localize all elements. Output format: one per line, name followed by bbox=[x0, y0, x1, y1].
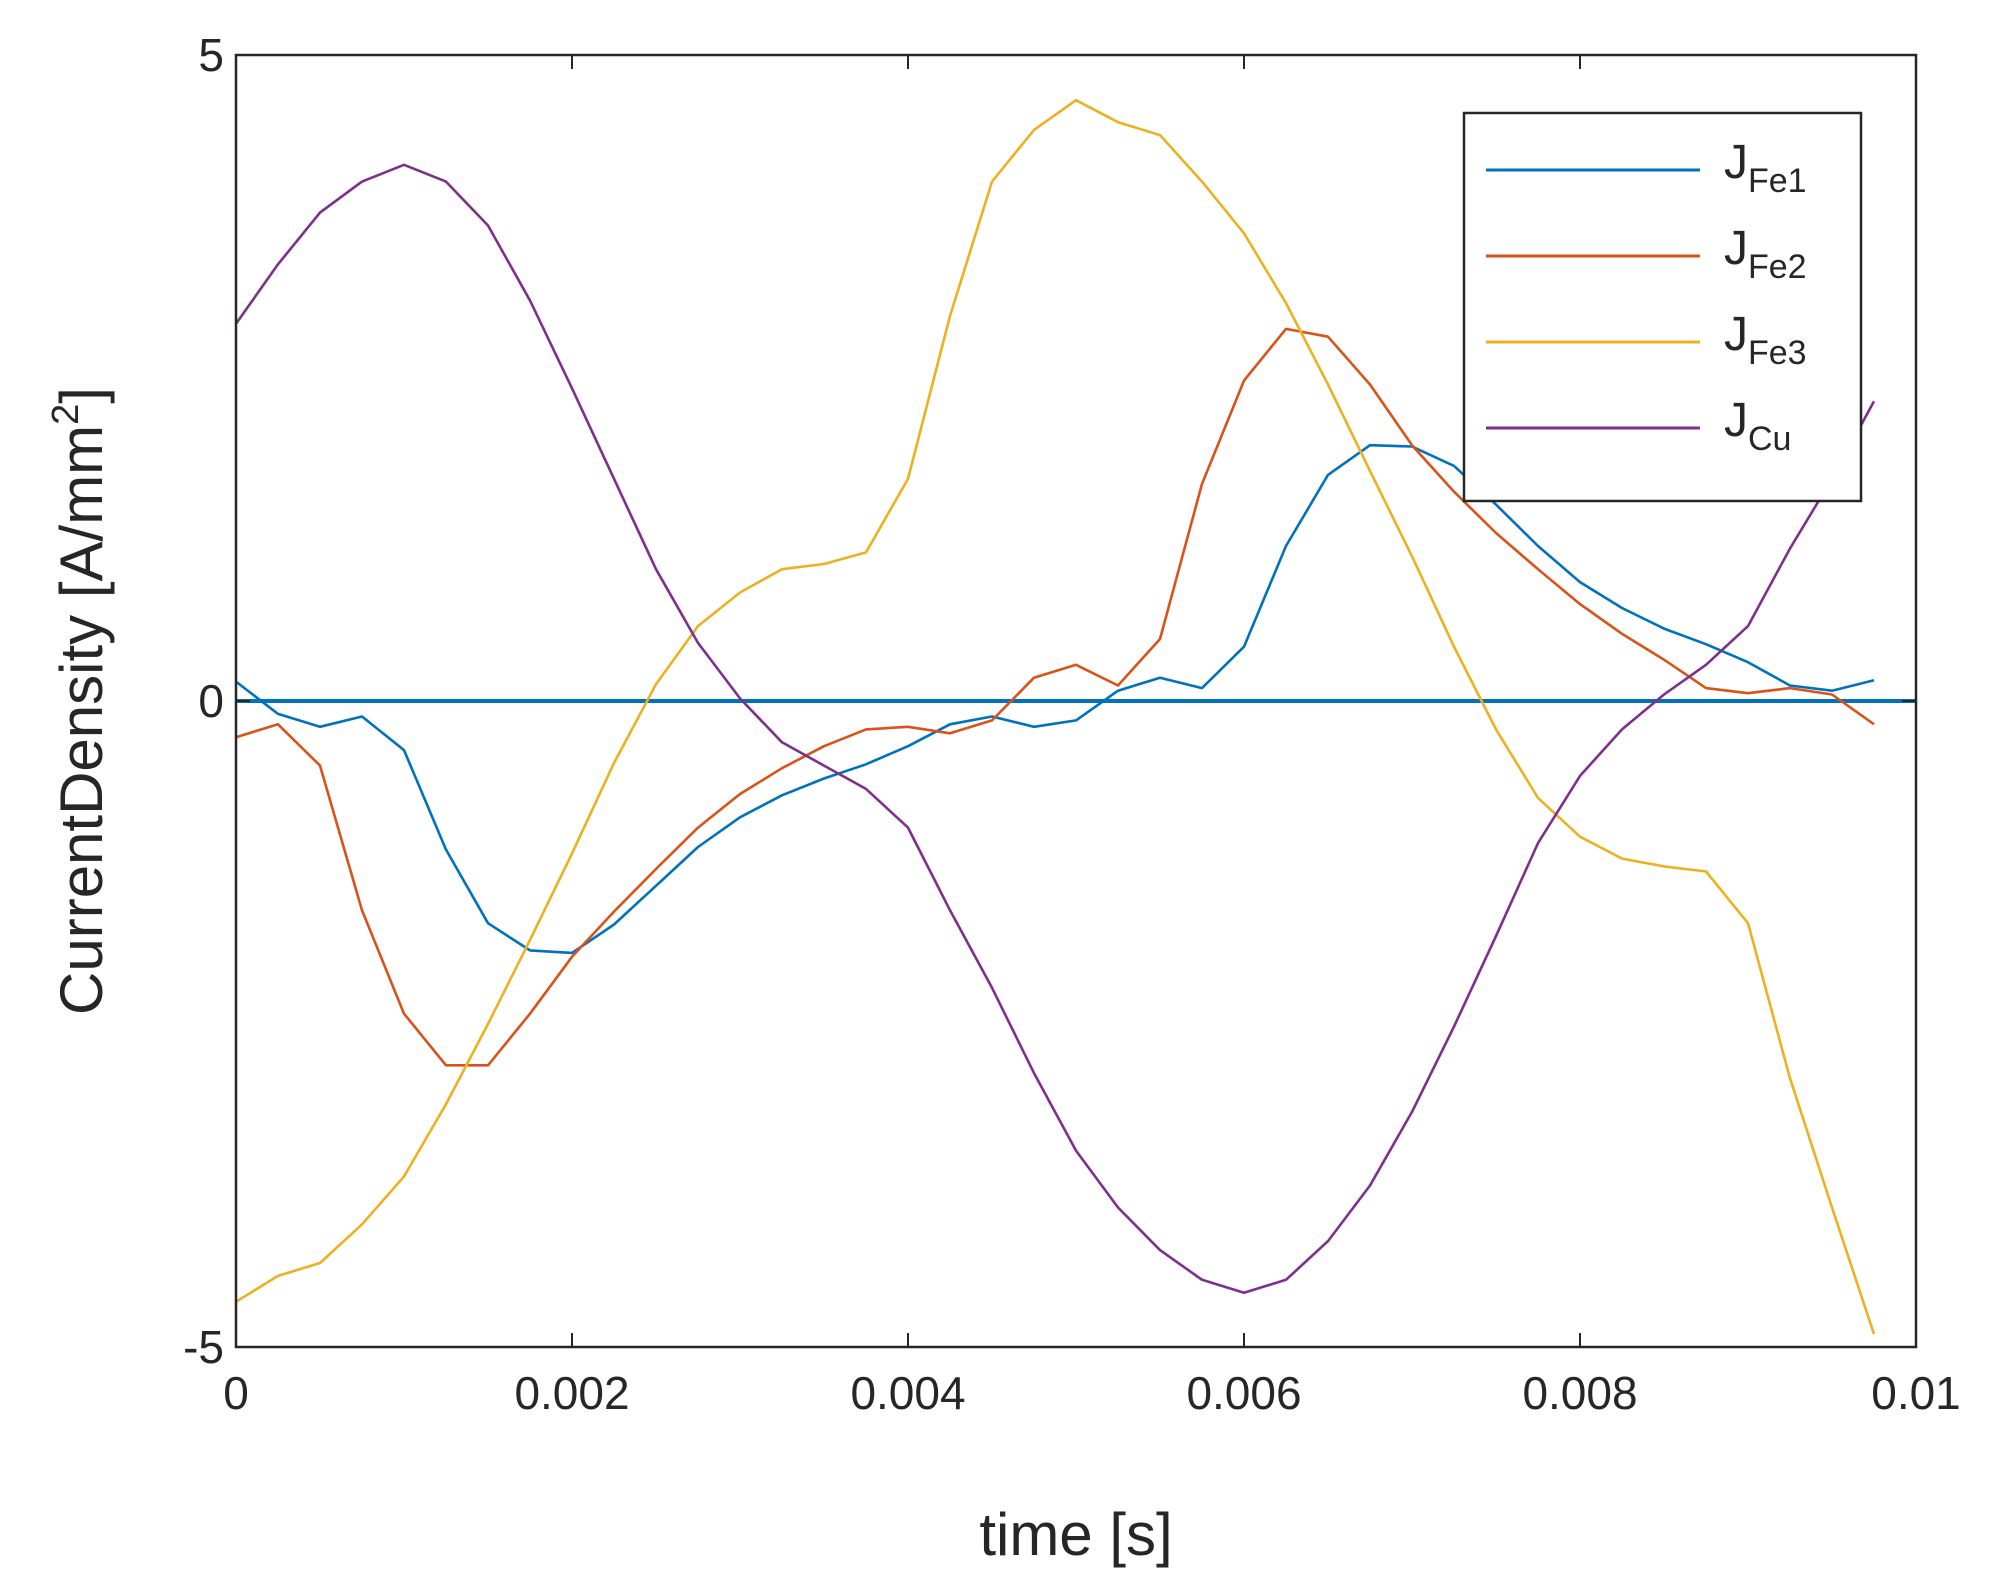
y-tick-label: -5 bbox=[183, 1321, 224, 1373]
legend-label-jcu: JCu bbox=[1724, 394, 1791, 458]
series-line-jfe3 bbox=[235, 98, 1876, 1335]
y-tick-label: 0 bbox=[198, 675, 224, 727]
x-axis-label: time [s] bbox=[979, 1501, 1172, 1568]
series-line-jfe1 bbox=[235, 443, 1875, 955]
series-line-jfe2 bbox=[235, 327, 1875, 1067]
x-tick-label: 0.01 bbox=[1871, 1367, 1961, 1419]
y-axis-label: CurrentDensity [A/mm2] bbox=[45, 387, 115, 1015]
legend-label-jfe3: JFe3 bbox=[1724, 308, 1807, 372]
x-tick-label: 0.004 bbox=[850, 1367, 965, 1419]
y-tick-label: 5 bbox=[198, 29, 224, 81]
x-tick-label: 0.006 bbox=[1186, 1367, 1301, 1419]
legend-box bbox=[1462, 111, 1863, 503]
series-line-jcu bbox=[234, 163, 1876, 1294]
legend: JFe1 JFe2 JFe3 JCu bbox=[1462, 111, 1863, 503]
x-tick-label: 0.002 bbox=[514, 1367, 629, 1419]
x-tick-label: 0 bbox=[223, 1367, 249, 1419]
x-tick-label: 0.008 bbox=[1522, 1367, 1637, 1419]
legend-label-jfe2: JFe2 bbox=[1724, 222, 1807, 286]
legend-label-jfe1: JFe1 bbox=[1724, 136, 1807, 200]
